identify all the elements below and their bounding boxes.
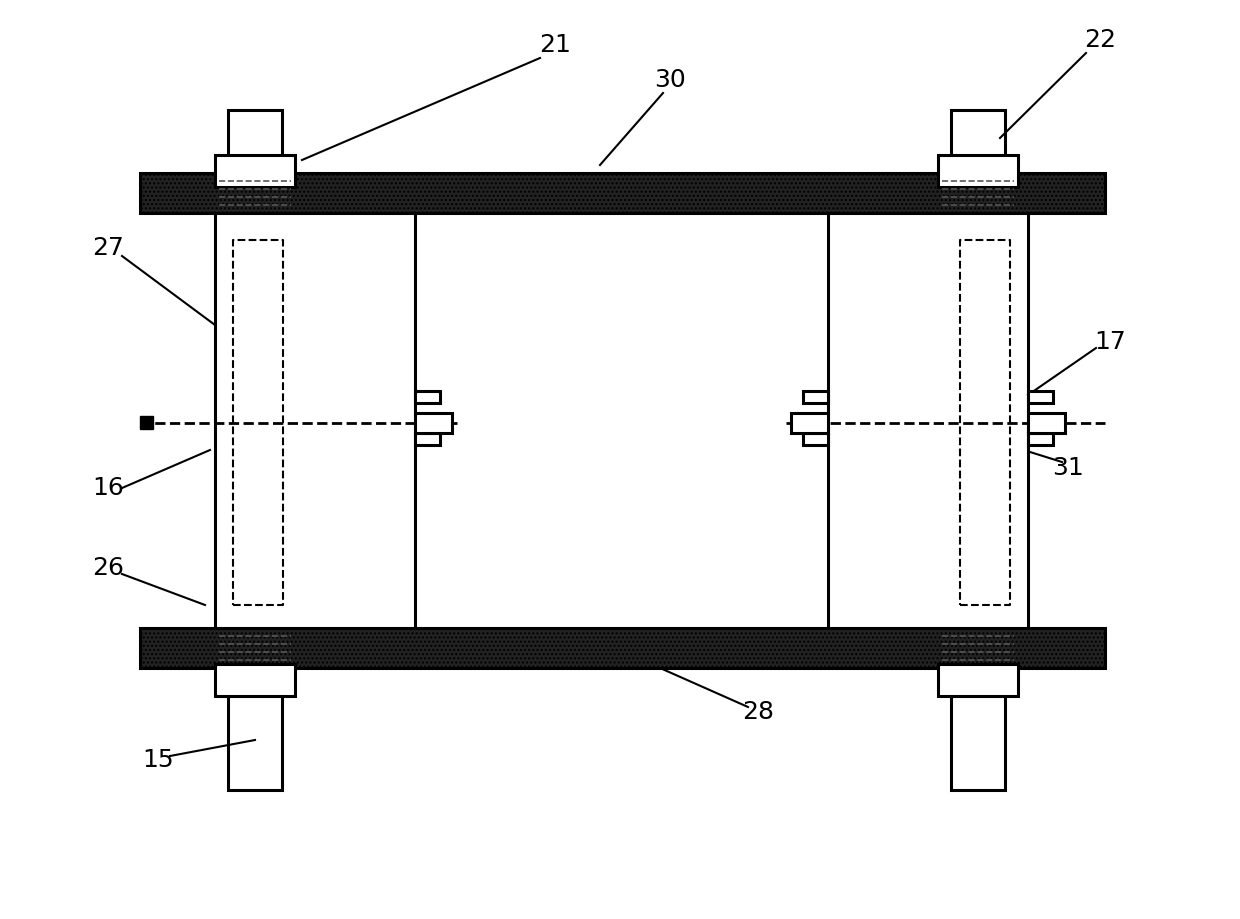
Text: 22: 22 <box>1084 28 1116 52</box>
Text: 28: 28 <box>742 700 774 724</box>
Text: 15: 15 <box>143 748 174 772</box>
Bar <box>951 110 1004 790</box>
Bar <box>215 210 415 635</box>
Text: 26: 26 <box>92 556 124 580</box>
Bar <box>804 391 828 403</box>
Bar <box>215 664 295 696</box>
Bar <box>415 391 440 403</box>
Bar <box>1028 433 1053 445</box>
Text: 17: 17 <box>1094 330 1126 354</box>
Text: 31: 31 <box>1052 456 1084 480</box>
Bar <box>415 433 440 445</box>
Text: 21: 21 <box>539 33 570 57</box>
Bar <box>140 628 1105 668</box>
Bar <box>937 155 1018 187</box>
Bar <box>804 433 828 445</box>
Text: 16: 16 <box>92 476 124 500</box>
Text: 27: 27 <box>92 236 124 260</box>
Bar <box>215 155 295 187</box>
Bar <box>791 413 828 433</box>
Bar <box>1028 391 1053 403</box>
Bar <box>140 173 1105 213</box>
Bar <box>1028 413 1065 433</box>
Bar <box>140 416 153 429</box>
Bar <box>937 664 1018 696</box>
Bar <box>228 110 281 790</box>
Bar <box>828 210 1028 635</box>
Bar <box>415 413 453 433</box>
Text: 30: 30 <box>655 68 686 92</box>
